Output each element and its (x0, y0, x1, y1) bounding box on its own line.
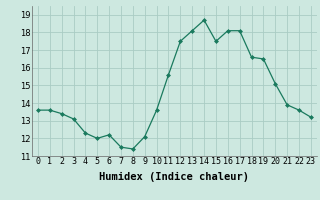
X-axis label: Humidex (Indice chaleur): Humidex (Indice chaleur) (100, 172, 249, 182)
